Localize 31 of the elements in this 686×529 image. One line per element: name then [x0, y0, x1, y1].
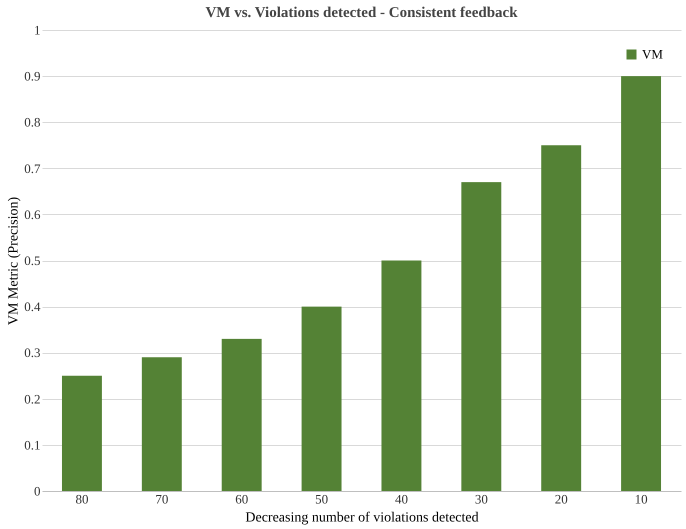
x-tick-label: 50 [315, 492, 328, 506]
bar [222, 338, 262, 491]
y-tick-label: 0.9 [24, 68, 40, 84]
bar [621, 76, 662, 491]
x-tick-label: 40 [394, 492, 408, 506]
y-tick-label: 1 [34, 22, 40, 38]
x-tick-label: 30 [474, 492, 488, 506]
y-tick-label: 0.5 [24, 253, 40, 268]
x-tick-label: 60 [235, 492, 248, 506]
y-tick-label: 0.7 [24, 160, 41, 176]
y-tick-label: 0.4 [24, 299, 41, 314]
legend-label: VM [642, 46, 664, 62]
bar [62, 376, 102, 491]
x-tick-label: 20 [554, 492, 568, 506]
y-axis-title: VM Metric (Precision) [6, 196, 22, 326]
y-tick-label: 0.2 [24, 391, 40, 406]
x-tick-label: 70 [155, 492, 168, 506]
y-tick-label: 0.1 [24, 437, 40, 452]
bar [381, 260, 422, 491]
x-axis-title: Decreasing number of violations detected [245, 510, 479, 526]
y-tick-label: 0 [34, 484, 40, 498]
y-tick-label: 0.8 [24, 114, 40, 130]
chart-title: VM vs. Violations detected - Consistent feedback [205, 5, 518, 21]
y-tick-label: 0.6 [24, 206, 41, 222]
bar [142, 357, 182, 491]
bar [302, 306, 342, 491]
bar [541, 145, 582, 491]
x-tick-label: 10 [634, 492, 648, 506]
y-tick-label: 0.3 [24, 345, 40, 360]
x-tick-label: 80 [75, 492, 88, 506]
bar [461, 182, 502, 491]
